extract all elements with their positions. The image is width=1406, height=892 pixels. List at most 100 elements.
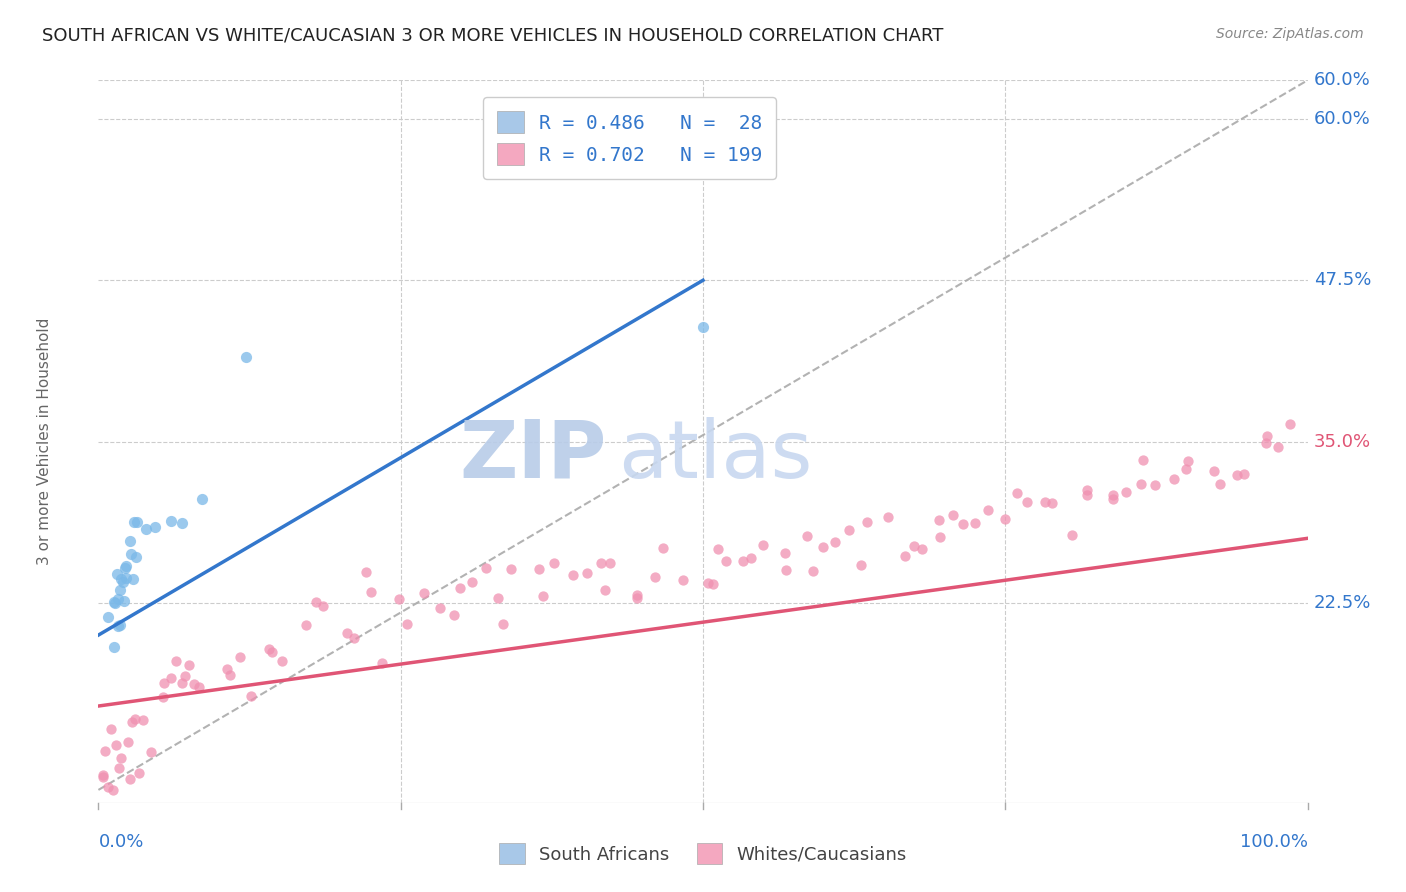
Point [120,772,142,786]
Point [813,541,835,555]
Point [371,657,394,671]
Point [239,689,262,703]
Point [561,568,583,582]
Point [692,320,714,334]
Text: SOUTH AFRICAN VS WHITE/CAUCASIAN 3 OR MORE VEHICLES IN HOUSEHOLD CORRELATION CHA: SOUTH AFRICAN VS WHITE/CAUCASIAN 3 OR MO… [42,27,943,45]
Point [118,533,141,548]
Point [1102,488,1125,502]
Point [354,565,377,579]
Point [121,715,143,730]
Point [172,675,194,690]
Text: 35.0%: 35.0% [1313,433,1371,450]
Text: 60.0%: 60.0% [1313,71,1371,89]
Point [104,738,127,752]
Point [412,586,434,600]
Text: 3 or more Vehicles in Household: 3 or more Vehicles in Household [37,318,52,566]
Point [360,585,382,599]
Point [1101,492,1123,507]
Point [105,567,128,582]
Point [475,561,498,575]
Point [576,566,599,580]
Point [112,594,135,608]
Point [1076,488,1098,502]
Point [1062,528,1084,542]
Point [877,510,900,524]
Point [952,517,974,532]
Point [801,564,824,578]
Text: 22.5%: 22.5% [1313,594,1371,612]
Point [111,575,134,590]
Point [929,530,952,544]
Point [1076,483,1098,498]
Point [108,582,131,597]
Point [595,583,617,598]
Point [311,599,333,614]
Point [110,618,132,632]
Point [1177,454,1199,468]
Point [1278,417,1301,431]
Point [1033,495,1056,509]
Point [170,516,193,530]
Point [626,588,648,602]
Text: 60.0%: 60.0% [1313,110,1371,128]
Point [122,572,145,586]
Point [125,549,148,564]
Point [128,766,150,780]
Point [229,649,252,664]
Point [262,645,284,659]
Point [429,600,451,615]
Text: 100.0%: 100.0% [1240,833,1308,851]
Point [107,591,129,606]
Point [697,576,720,591]
Point [159,514,181,528]
Point [191,491,214,506]
Point [103,596,125,610]
Point [977,503,1000,517]
Point [531,589,554,603]
Point [135,523,157,537]
Point [461,575,484,590]
Point [731,554,754,568]
Point [928,513,950,527]
Point [1040,496,1063,510]
Point [1226,467,1249,482]
Point [652,541,675,555]
Point [159,671,181,685]
Point [707,542,730,557]
Legend: South Africans, Whites/Caucasians: South Africans, Whites/Caucasians [491,834,915,873]
Point [449,582,471,596]
Text: 47.5%: 47.5% [1313,271,1371,289]
Point [910,541,932,556]
Point [97,780,120,794]
Point [501,562,523,576]
Point [1115,484,1137,499]
Point [599,556,621,570]
Point [215,662,238,676]
Point [1256,428,1278,442]
Text: 0.0%: 0.0% [98,833,143,851]
Point [856,515,879,529]
Point [1129,476,1152,491]
Point [388,591,411,606]
Point [305,595,328,609]
Point [543,556,565,570]
Point [187,680,209,694]
Point [271,654,294,668]
Point [115,570,138,584]
Point [740,551,762,566]
Text: ZIP: ZIP [458,417,606,495]
Point [174,669,197,683]
Point [235,350,257,364]
Point [486,591,509,605]
Point [1175,461,1198,475]
Point [775,563,797,577]
Point [259,642,281,657]
Point [120,547,142,561]
Point [103,640,125,654]
Point [942,508,965,522]
Point [336,626,359,640]
Point [115,558,138,573]
Point [994,512,1017,526]
Point [219,667,242,681]
Point [838,524,860,538]
